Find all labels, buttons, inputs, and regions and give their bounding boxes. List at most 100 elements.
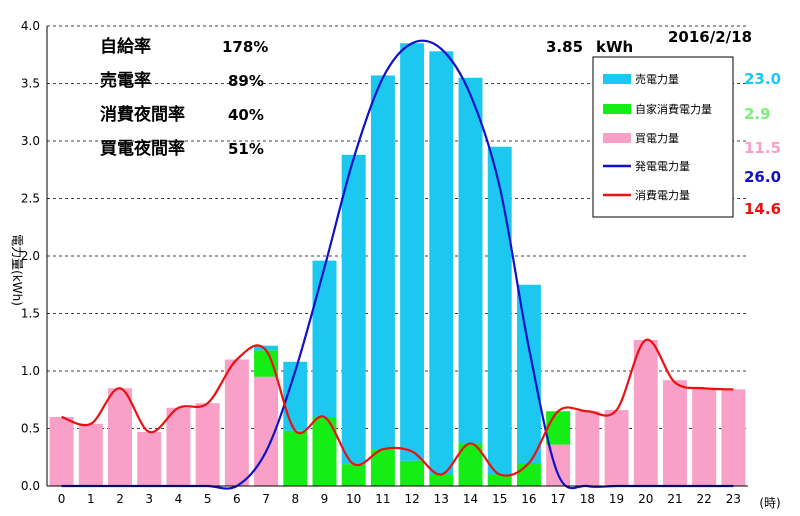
bar <box>254 376 279 486</box>
x-tick-label: 3 <box>145 492 153 506</box>
x-tick-label: 14 <box>463 492 478 506</box>
legend-label: 発電電力量 <box>635 159 690 173</box>
bar <box>108 388 132 486</box>
bar <box>312 260 337 417</box>
stat-value: 51% <box>228 140 264 158</box>
peak-unit: kWh <box>596 38 633 56</box>
x-tick-label: 13 <box>434 492 449 506</box>
x-tick-label: 9 <box>321 492 329 506</box>
legend-total: 26.0 <box>744 168 781 186</box>
bar <box>633 339 658 486</box>
x-tick-label: 2 <box>116 492 124 506</box>
legend-label: 消費電力量 <box>635 188 690 202</box>
x-tick-label: 23 <box>726 492 741 506</box>
x-tick-label: 12 <box>404 492 419 506</box>
bar <box>312 417 337 486</box>
y-tick-label: 1.5 <box>21 307 40 321</box>
bar <box>78 423 103 486</box>
y-axis-label: 電力量(kWh) <box>10 234 24 306</box>
axes: 0.00.51.01.52.02.53.03.54.00 1 2 3 4 5 6 7 8 9 10 1… <box>21 19 748 506</box>
y-tick-label: 0.0 <box>21 479 40 493</box>
stats-panel: 自給率 178% 売電率 89% 消費夜間率 40% 買電夜間率 51% <box>100 36 268 159</box>
y-tick-label: 2.5 <box>21 192 40 206</box>
bar <box>516 284 541 463</box>
legend-total: 14.6 <box>744 200 781 218</box>
legend-swatch-sell <box>603 74 631 84</box>
stat-value: 89% <box>228 72 264 90</box>
y-tick-label: 3.0 <box>21 134 40 148</box>
y-tick-label: 1.0 <box>21 364 40 378</box>
legend-label: 売電力量 <box>635 73 679 86</box>
y-tick-label: 2.0 <box>21 249 40 263</box>
bar <box>254 345 279 351</box>
x-tick-label: 0 <box>58 492 66 506</box>
bar <box>370 75 395 450</box>
bar <box>458 443 483 486</box>
x-tick-label: 8 <box>291 492 299 506</box>
bar <box>487 474 512 486</box>
x-tick-label: 11 <box>375 492 390 506</box>
legend-swatch-buy <box>603 133 631 143</box>
bar <box>663 380 687 486</box>
bar <box>341 154 366 465</box>
bar <box>254 350 279 377</box>
peak-value: 3.85 <box>546 38 583 56</box>
bar <box>458 77 483 444</box>
legend-label: 自家消費電力量 <box>635 102 712 116</box>
stat-label: 売電率 <box>100 70 151 91</box>
bar <box>166 407 191 486</box>
bar <box>400 43 425 461</box>
bar <box>429 51 454 475</box>
bar <box>604 410 629 486</box>
bar-series <box>49 43 746 486</box>
x-tick-label: 15 <box>492 492 507 506</box>
x-tick-label: 18 <box>580 492 595 506</box>
gridlines <box>47 25 748 429</box>
chart-date: 2016/2/18 <box>668 28 752 46</box>
x-tick-label: 21 <box>667 492 682 506</box>
x-tick-label: 4 <box>175 492 183 506</box>
bar <box>137 431 162 486</box>
bar <box>429 474 454 486</box>
x-tick-label: 22 <box>697 492 712 506</box>
x-tick-label: 1 <box>87 492 95 506</box>
bar <box>546 411 571 445</box>
stat-value: 40% <box>228 106 264 124</box>
x-tick-label: 17 <box>551 492 566 506</box>
bar <box>487 146 512 475</box>
bar <box>692 388 717 486</box>
legend-total: 2.9 <box>744 105 771 123</box>
bar <box>370 449 395 486</box>
stat-label: 自給率 <box>100 36 151 57</box>
bar <box>283 361 308 431</box>
legend-label: 買電力量 <box>635 132 679 145</box>
stat-label: 買電夜間率 <box>100 138 185 159</box>
y-tick-label: 3.5 <box>21 77 40 91</box>
bar <box>575 411 600 486</box>
consumption-line <box>61 338 734 477</box>
x-axis-unit: (時) <box>759 496 780 510</box>
legend-swatch-self <box>603 104 631 114</box>
x-tick-label: 19 <box>609 492 624 506</box>
bar <box>721 389 746 486</box>
legend: 売電力量 23.0 自家消費電力量 2.9 買電力量 11.5 発電電力量 26… <box>592 56 781 218</box>
bar <box>341 464 366 486</box>
bar <box>49 417 74 486</box>
x-tick-label: 10 <box>346 492 361 506</box>
bar <box>195 403 220 486</box>
legend-total: 23.0 <box>744 70 781 88</box>
bar <box>400 460 425 486</box>
y-tick-label: 0.5 <box>21 422 40 436</box>
x-tick-label: 20 <box>638 492 653 506</box>
x-tick-label: 5 <box>204 492 212 506</box>
bar <box>516 463 541 486</box>
bar <box>283 430 308 486</box>
bar <box>224 359 249 486</box>
stat-label: 消費夜間率 <box>100 104 185 125</box>
y-tick-label: 4.0 <box>21 19 40 33</box>
stat-value: 178% <box>222 38 268 56</box>
legend-total: 11.5 <box>744 139 781 157</box>
x-tick-label: 7 <box>262 492 270 506</box>
x-tick-label: 16 <box>521 492 536 506</box>
